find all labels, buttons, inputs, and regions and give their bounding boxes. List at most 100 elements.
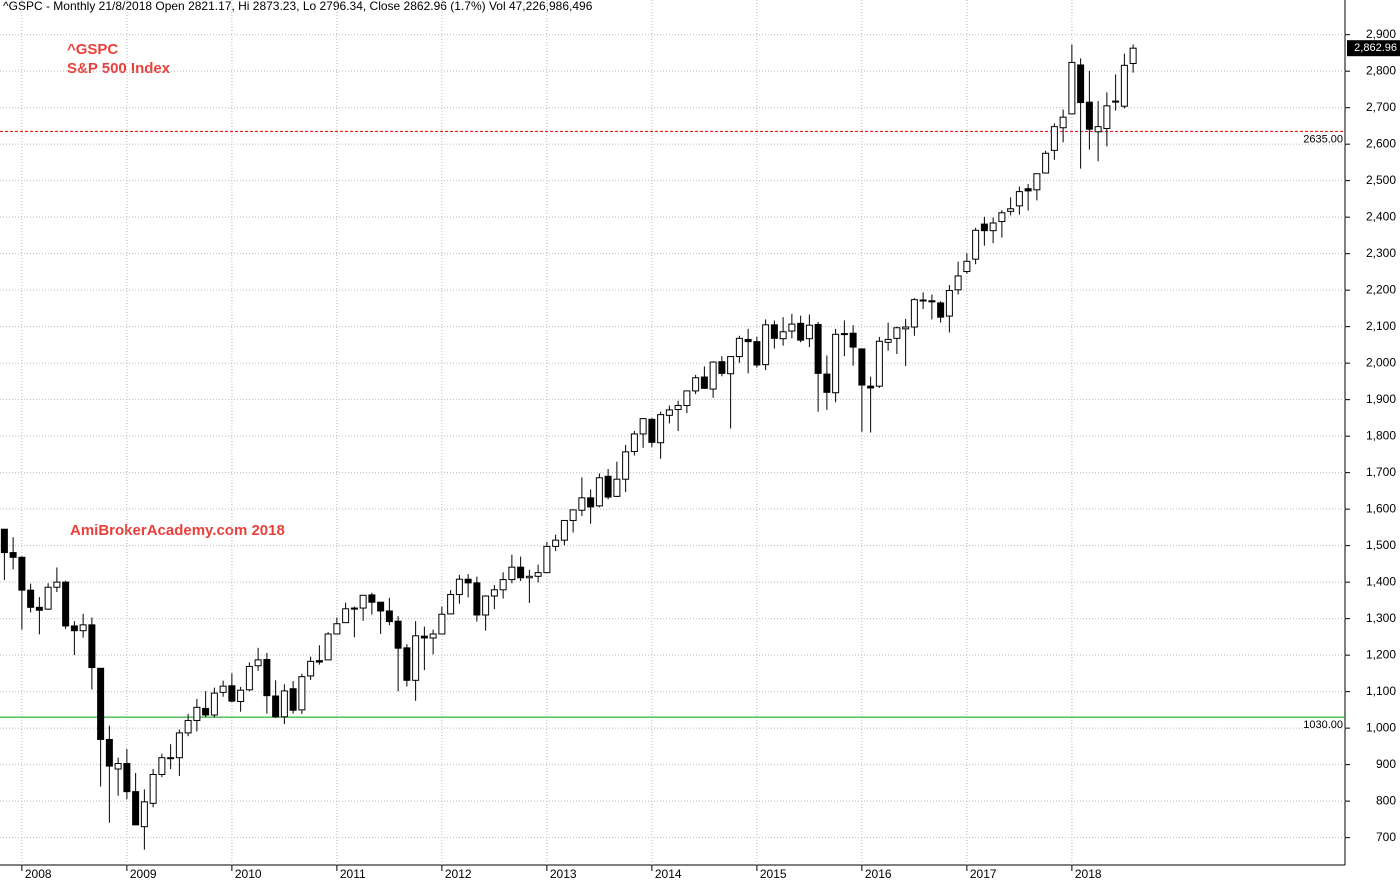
y-tick-label: 2,600 (1366, 136, 1396, 150)
candle-body (499, 579, 507, 591)
candle-body (665, 409, 673, 416)
candle-body (849, 332, 857, 348)
candle-body (814, 323, 822, 374)
candle-body (770, 324, 778, 339)
candle-body (779, 331, 787, 340)
candle-body (114, 763, 122, 770)
candle-body (324, 633, 332, 661)
candle-body (1033, 173, 1041, 191)
candle-body (202, 707, 210, 716)
candle-body (254, 659, 262, 667)
candle-body (342, 608, 350, 624)
candle-body (9, 552, 17, 558)
candle-body (893, 327, 901, 339)
candle-body (954, 275, 962, 291)
candle-body (998, 212, 1006, 223)
candle-body (35, 606, 43, 611)
candle-body (175, 732, 183, 759)
x-tick-label: 2012 (445, 867, 472, 881)
candle-body (219, 685, 227, 693)
y-tick-label: 1,100 (1366, 684, 1396, 698)
candle-body (823, 373, 831, 393)
candle-body (980, 223, 988, 232)
candle-body (289, 688, 297, 711)
candle-body (377, 601, 385, 612)
x-tick-label: 2015 (760, 867, 787, 881)
candle-body (1103, 105, 1111, 129)
candle-body (657, 414, 665, 444)
candle-body (1042, 152, 1050, 174)
candle-body (455, 578, 463, 596)
candle-body (447, 594, 455, 615)
candle-body (744, 338, 752, 343)
candle-body (963, 260, 971, 273)
y-tick-label: 800 (1376, 793, 1396, 807)
x-tick-label: 2016 (865, 867, 892, 881)
candle-body (613, 478, 621, 497)
candle-body (709, 361, 717, 390)
candle-body (315, 660, 323, 663)
candle-body (630, 433, 638, 452)
y-tick-label: 1,800 (1366, 428, 1396, 442)
candle-body (867, 385, 875, 389)
candle-body (683, 390, 691, 406)
candle-body (525, 575, 533, 579)
candle-body (27, 589, 35, 608)
candle-body (692, 377, 700, 392)
candle-body (473, 582, 481, 616)
x-tick-label: 2010 (235, 867, 262, 881)
annotation: AmiBrokerAcademy.com 2018 (70, 522, 285, 539)
candle-body (989, 222, 997, 232)
candle-body (1059, 116, 1067, 129)
candle-body (123, 763, 131, 793)
y-tick-label: 1,500 (1366, 538, 1396, 552)
candle-body (1077, 64, 1085, 104)
candle-body (1120, 64, 1128, 107)
x-tick-label: 2018 (1075, 867, 1102, 881)
candle-body (97, 667, 105, 740)
candle-body (788, 323, 796, 332)
candle-body (674, 404, 682, 411)
candle-body (1068, 61, 1076, 115)
x-tick-label: 2008 (25, 867, 52, 881)
candle-body (62, 581, 70, 627)
candle-body (587, 497, 595, 508)
y-tick-label: 2,700 (1366, 100, 1396, 114)
candle-body (105, 738, 113, 767)
candle-body (832, 333, 840, 394)
candle-body (412, 635, 420, 681)
y-tick-label: 2,400 (1366, 209, 1396, 223)
candle-body (735, 337, 743, 358)
candle-body (1015, 191, 1023, 207)
reference-label: 1030.00 (1303, 719, 1343, 731)
candle-body (1007, 208, 1015, 212)
candle-body (490, 589, 498, 597)
candle-body (53, 581, 61, 588)
y-tick-label: 1,700 (1366, 465, 1396, 479)
x-tick-label: 2009 (130, 867, 157, 881)
candle-body (307, 660, 315, 677)
candle-body (718, 361, 726, 374)
candle-body (70, 625, 78, 632)
candle-body (193, 706, 201, 721)
y-tick-label: 1,300 (1366, 611, 1396, 625)
candle-body (149, 773, 157, 804)
candle-body (482, 595, 490, 616)
y-tick-label: 2,500 (1366, 173, 1396, 187)
y-tick-label: 2,200 (1366, 282, 1396, 296)
candle-body (228, 685, 236, 702)
candle-body (272, 695, 280, 718)
candle-body (972, 229, 980, 260)
candle-body (578, 497, 586, 511)
y-tick-label: 1,200 (1366, 647, 1396, 661)
candle-body (560, 519, 568, 541)
candle-body (727, 356, 735, 375)
candle-body (350, 607, 358, 610)
candle-body (1112, 100, 1120, 103)
candle-body (79, 624, 87, 632)
candle-body (753, 341, 761, 366)
x-tick-label: 2013 (550, 867, 577, 881)
candle-body (1050, 126, 1058, 151)
